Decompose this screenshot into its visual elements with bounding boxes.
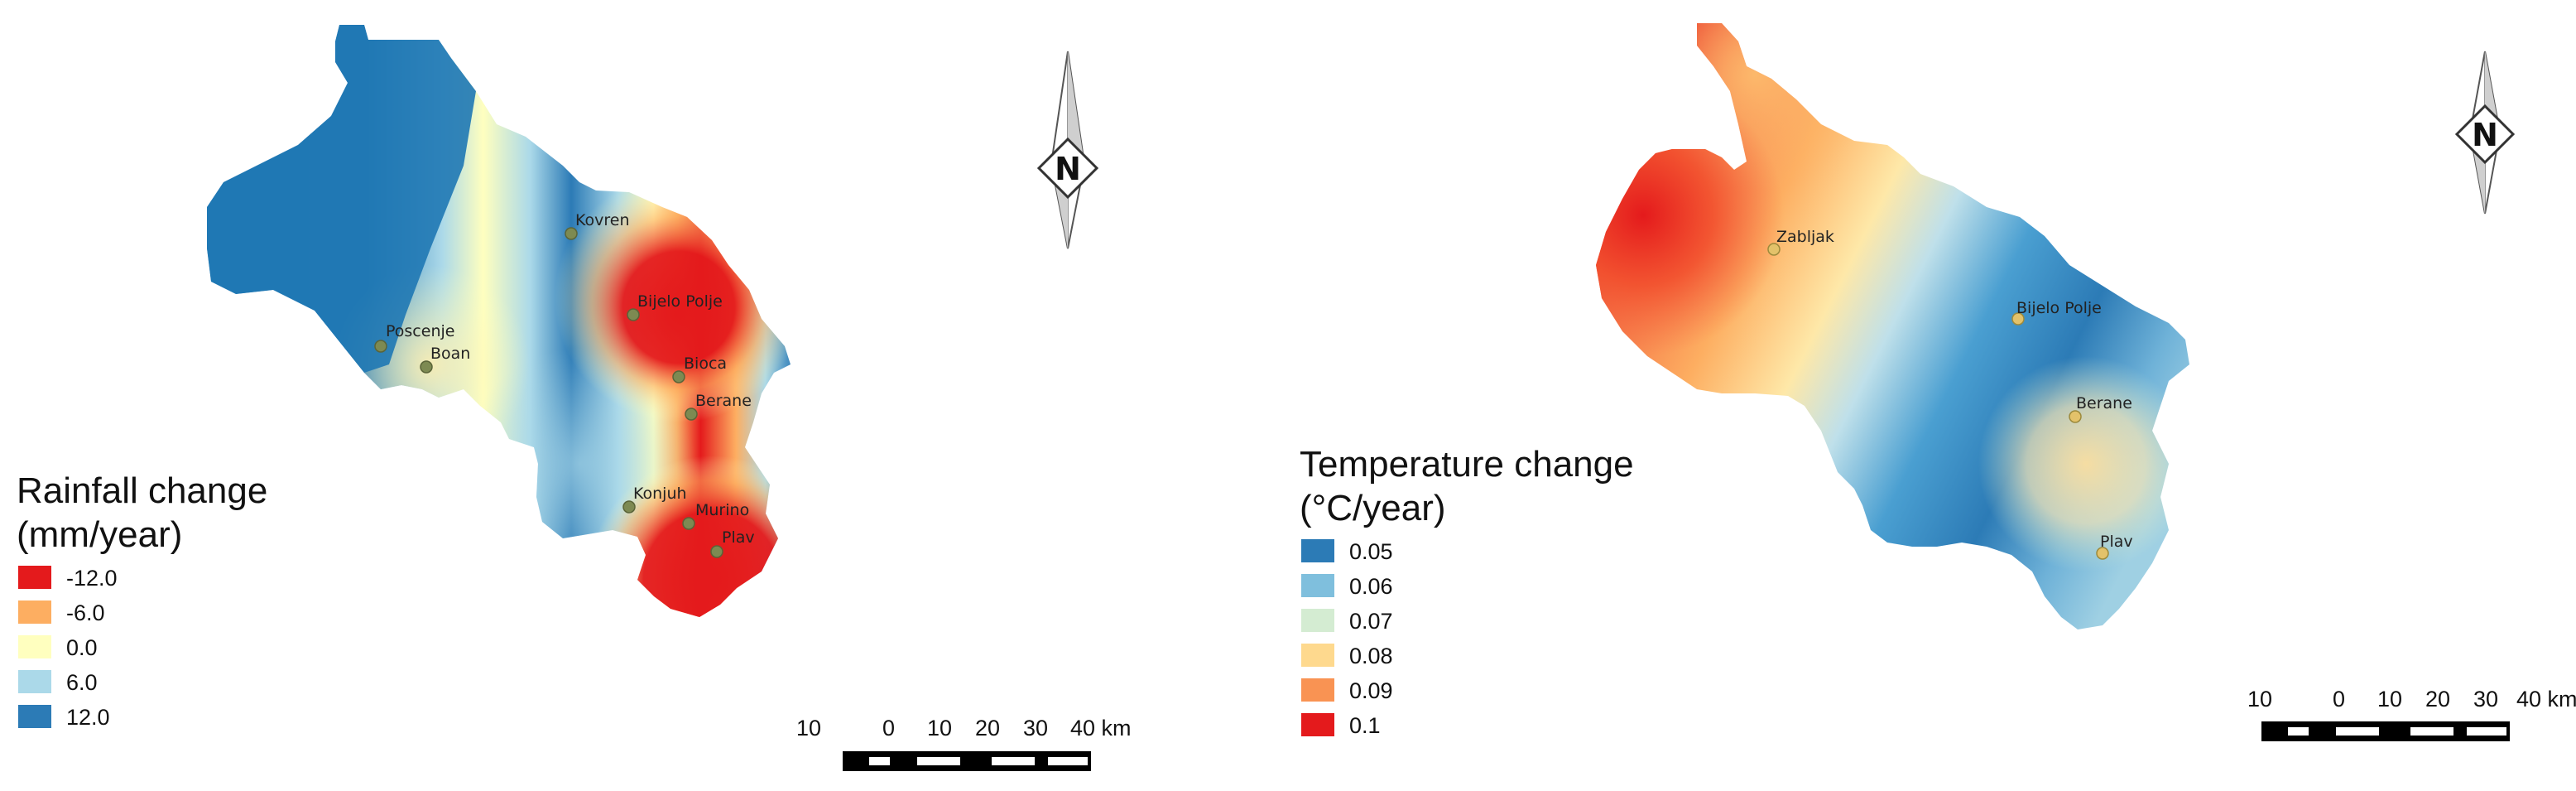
place-boan: Boan	[420, 345, 470, 374]
scale-tick-label: 0	[2333, 687, 2345, 711]
rainfall-legend: Rainfall change (mm/year) -12.0 -6.0 0.0…	[17, 470, 267, 730]
temperature-places: Zabljak Bijelo Polje Berane Plav	[1767, 228, 2133, 560]
svg-text:Bioca: Bioca	[684, 355, 727, 373]
svg-text:6.0: 6.0	[66, 670, 98, 695]
place-bijelo-polje: Bijelo Polje	[627, 292, 723, 321]
rain-map-notch	[288, 79, 331, 124]
north-arrow-icon: N	[1036, 51, 1099, 249]
rainfall-map	[207, 25, 791, 617]
place-bijelo-polje: Bijelo Polje	[2011, 299, 2102, 326]
scale-bar: 10 0 10 20 30 40 km	[796, 716, 1132, 771]
svg-text:Zabljak: Zabljak	[1776, 228, 1834, 246]
svg-text:Plav: Plav	[722, 528, 755, 547]
place-plav: Plav	[2096, 533, 2133, 560]
scale-tick-label: 40 km	[1070, 716, 1132, 740]
north-arrow-icon: N	[2454, 51, 2516, 215]
place-berane: Berane	[685, 392, 752, 421]
legend-item: -6.0	[18, 600, 105, 625]
svg-text:Kovren: Kovren	[575, 211, 630, 229]
rainfall-places: Kovren Bijelo Polje Poscenje Boan Bioca …	[374, 211, 755, 558]
svg-text:Bijelo Polje: Bijelo Polje	[637, 292, 723, 311]
place-zabljak: Zabljak	[1767, 228, 1834, 256]
svg-text:Konjuh: Konjuh	[633, 485, 687, 503]
temperature-legend: Temperature change (°C/year) 0.05 0.06 0…	[1300, 444, 1634, 738]
scale-tick-label: 10	[2377, 687, 2402, 711]
legend-item: 0.05	[1301, 539, 1393, 564]
legend-subtitle: (mm/year)	[17, 514, 182, 555]
legend-item: 0.0	[18, 635, 98, 660]
scale-tick-label: 40 km	[2516, 687, 2576, 711]
legend-item: 0.07	[1301, 609, 1393, 634]
legend-title: Temperature change	[1300, 444, 1634, 485]
place-plav: Plav	[710, 528, 755, 558]
scale-tick-label: 30	[2473, 687, 2498, 711]
scale-tick-label: 10	[2247, 687, 2272, 711]
scale-tick-label: 10	[796, 716, 821, 740]
svg-text:-12.0: -12.0	[66, 566, 118, 591]
legend-title: Rainfall change	[17, 470, 267, 511]
north-letter: N	[1055, 151, 1081, 187]
scale-tick-label: 0	[882, 716, 895, 740]
north-letter: N	[2472, 117, 2498, 153]
legend-item: 6.0	[18, 670, 98, 695]
place-berane: Berane	[2069, 394, 2132, 423]
scale-tick-label: 10	[927, 716, 952, 740]
legend-item: 0.09	[1301, 678, 1393, 703]
svg-text:12.0: 12.0	[66, 705, 110, 730]
svg-text:0.1: 0.1	[1349, 713, 1381, 738]
scale-tick-label: 20	[975, 716, 1000, 740]
legend-subtitle: (°C/year)	[1300, 488, 1446, 528]
legend-item: 12.0	[18, 705, 110, 730]
svg-text:Berane: Berane	[695, 392, 752, 410]
legend-item: 0.06	[1301, 574, 1393, 599]
svg-text:Bijelo Polje: Bijelo Polje	[2016, 299, 2102, 317]
place-bioca: Bioca	[672, 355, 727, 383]
svg-text:Poscenje: Poscenje	[386, 322, 454, 340]
place-kovren: Kovren	[565, 211, 630, 240]
svg-text:Murino: Murino	[695, 501, 749, 519]
legend-item: -12.0	[18, 566, 118, 591]
svg-text:-6.0: -6.0	[66, 600, 105, 625]
svg-text:Berane: Berane	[2076, 394, 2132, 412]
svg-text:0.0: 0.0	[66, 635, 98, 660]
legend-item: 0.1	[1301, 713, 1381, 738]
svg-text:0.07: 0.07	[1349, 609, 1393, 634]
svg-text:0.08: 0.08	[1349, 644, 1393, 668]
svg-text:0.05: 0.05	[1349, 539, 1393, 564]
place-murino: Murino	[682, 501, 749, 530]
scale-bar: 10 0 10 20 30 40 km	[2247, 687, 2576, 741]
legend-item: 0.08	[1301, 644, 1393, 668]
svg-text:Boan: Boan	[430, 345, 470, 363]
place-poscenje: Poscenje	[374, 322, 454, 353]
svg-text:Plav: Plav	[2100, 533, 2133, 551]
place-konjuh: Konjuh	[622, 485, 687, 514]
svg-text:0.06: 0.06	[1349, 574, 1393, 599]
scale-tick-label: 30	[1023, 716, 1048, 740]
svg-text:0.09: 0.09	[1349, 678, 1393, 703]
scale-tick-label: 20	[2425, 687, 2450, 711]
